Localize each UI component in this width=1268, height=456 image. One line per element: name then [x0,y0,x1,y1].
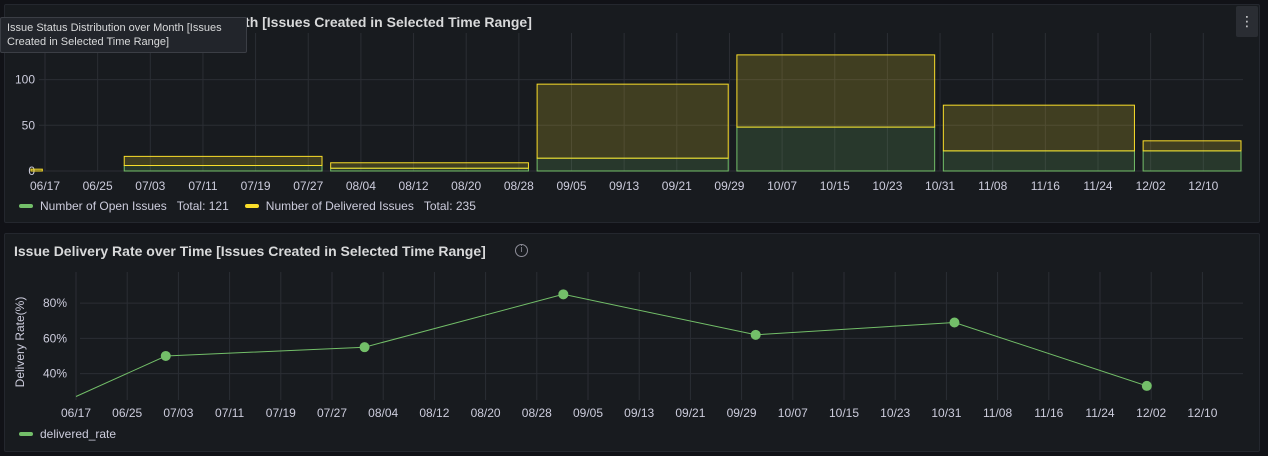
x-tick-label: 08/20 [451,179,481,193]
y-tick-label: 40% [43,367,67,381]
x-tick-label: 07/11 [188,179,217,193]
x-tick-label: 11/24 [1085,406,1114,420]
x-tick-label: 09/29 [714,179,744,193]
legend-item-delivered-rate[interactable]: delivered_rate [19,427,116,441]
legend-total: Total: 121 [176,199,229,213]
status-bar-chart: 06/17 06/25 07/03 07/11 07/19 07/27 08/04 08/12… [15,33,1243,193]
legend-label: Number of Delivered Issues [265,199,414,213]
x-tick-label: 06/17 [30,179,60,193]
legend-swatch [19,432,33,436]
x-tick-label: 10/15 [829,406,859,420]
bar-segment [536,157,729,172]
legend-swatch [19,204,33,208]
legend-label: delivered_rate [40,427,117,441]
bar-segment [123,155,323,167]
bar-segment [942,150,1135,172]
bar-segment [1142,140,1242,152]
x-tick-label: 06/17 [61,406,91,420]
x-tick-label: 07/19 [241,179,271,193]
y-tick-label: 60% [43,331,67,345]
x-tick-label: 07/03 [163,406,193,420]
legend-item-open-issues[interactable]: Number of Open Issues Total: 121 [19,199,229,213]
data-point [949,317,960,328]
x-tick-label: 12/02 [1136,406,1166,420]
y-tick-label: 50 [22,118,36,132]
legend-swatch [244,204,259,208]
bar-segment [30,168,43,172]
x-tick-label: 07/03 [135,179,165,193]
x-tick-label: 08/28 [522,406,552,420]
y-axis-label: Delivery Rate(%) [13,297,27,388]
x-tick-label: 11/24 [1083,179,1112,193]
bar-segment [1142,150,1242,172]
x-tick-label: 09/13 [609,179,639,193]
x-tick-label: 12/10 [1188,179,1218,193]
x-tick-label: 11/08 [983,406,1012,420]
delivery-rate-line-chart: 06/17 06/25 07/03 07/11 07/19 07/27 08/04 08/12… [13,272,1243,420]
x-tick-label: 09/29 [727,406,757,420]
bar-segment [330,162,529,169]
title-tooltip: Issue Status Distribution over Month [Is… [0,17,247,53]
x-tick-label: 10/31 [931,406,961,420]
legend-item-delivered-issues[interactable]: Number of Delivered Issues Total: 235 [244,199,476,213]
x-tick-label: 10/31 [925,179,955,193]
x-tick-label: 09/21 [662,179,692,193]
x-tick-label: 11/16 [1034,406,1063,420]
data-point [160,350,171,361]
x-tick-label: 08/28 [504,179,534,193]
x-tick-label: 06/25 [112,406,142,420]
x-tick-label: 10/07 [767,179,797,193]
x-tick-label: 09/21 [675,406,705,420]
y-tick-label: 80% [43,296,67,310]
x-tick-label: 12/02 [1136,179,1166,193]
x-tick-label: 09/05 [573,406,603,420]
bar-segment [736,126,936,172]
x-tick-label: 10/15 [820,179,850,193]
x-tick-label: 10/23 [872,179,902,193]
x-tick-label: 10/23 [880,406,910,420]
bar-segment [736,54,936,128]
bar-segment [942,104,1135,152]
x-tick-label: 08/04 [368,406,398,420]
data-point [1141,380,1152,391]
x-tick-label: 08/04 [346,179,376,193]
issue-status-panel: Issue Status Distribution over Month [Is… [4,4,1260,223]
y-tick-label: 100 [15,73,35,87]
x-tick-label: 06/25 [83,179,113,193]
legend-total: Total: 235 [423,199,476,213]
chart-legend: delivered_rate [19,427,132,441]
x-tick-label: 09/13 [624,406,654,420]
x-tick-label: 07/27 [293,179,323,193]
x-tick-label: 07/11 [215,406,244,420]
panel-title: Issue Delivery Rate over Time [Issues Cr… [14,243,486,259]
chart-legend: Number of Open Issues Total: 121 Number … [19,199,492,213]
bar-segment [536,83,729,159]
x-tick-label: 08/12 [399,179,429,193]
x-tick-label: 11/08 [978,179,1007,193]
x-tick-label: 07/27 [317,406,347,420]
x-tick-label: 08/12 [419,406,449,420]
x-tick-label: 12/10 [1187,406,1217,420]
x-tick-label: 09/05 [556,179,586,193]
info-circle-icon[interactable]: i [515,244,528,257]
data-point [750,329,761,340]
delivery-rate-panel: Issue Delivery Rate over Time [Issues Cr… [4,233,1260,452]
more-vertical-icon[interactable]: ⋮ [1236,6,1258,37]
bar-segment [123,165,323,172]
x-tick-label: 08/20 [471,406,501,420]
x-tick-label: 07/19 [266,406,296,420]
x-tick-label: 10/07 [778,406,808,420]
x-tick-label: 11/16 [1031,179,1060,193]
data-point [359,342,370,353]
series-line [75,293,1147,397]
data-point [558,289,569,300]
legend-label: Number of Open Issues [40,199,167,213]
